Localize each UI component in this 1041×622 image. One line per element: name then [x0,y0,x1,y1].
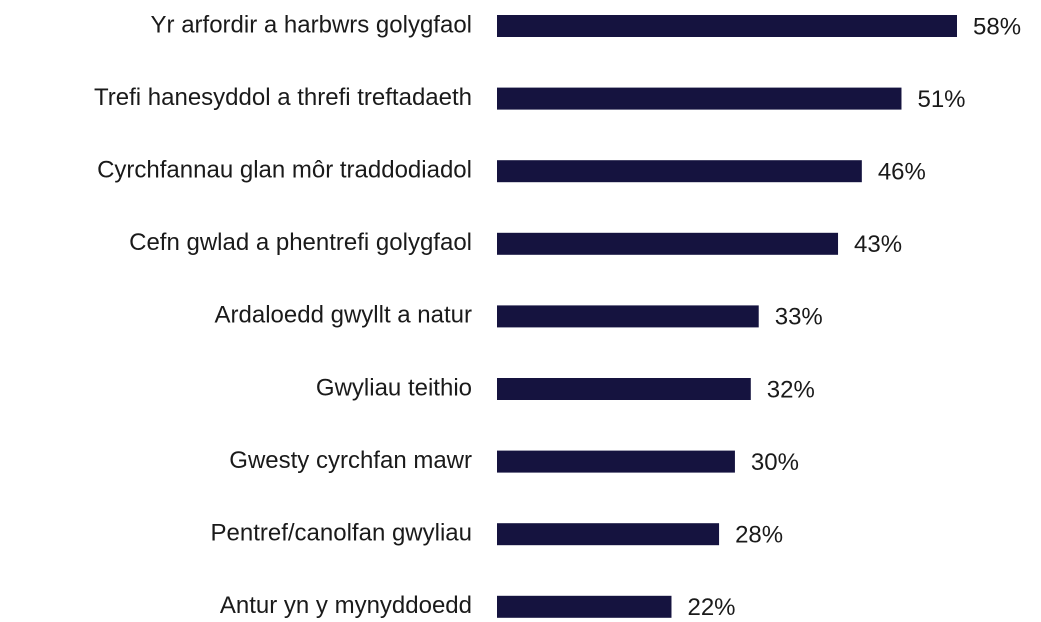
bar [497,160,862,183]
bar [497,87,902,110]
bar [497,523,720,546]
bar [497,595,672,618]
bar [497,305,759,328]
bar [497,232,839,255]
value-label: 58% [973,13,1021,40]
value-label: 33% [775,304,823,331]
value-label: 43% [854,231,902,258]
value-label: 30% [751,449,799,476]
category-label: Gwyliau teithio [316,374,472,401]
bar [497,450,735,473]
category-label: Gwesty cyrchfan mawr [229,447,472,474]
category-label: Ardaloedd gwyllt a natur [215,302,472,329]
category-label: Yr arfordir a harbwrs golygfaol [151,11,472,38]
category-label: Trefi hanesyddol a threfi treftadaeth [94,84,472,111]
category-label: Antur yn y mynyddoedd [220,592,472,619]
bar [497,378,751,400]
value-label: 51% [917,86,965,113]
category-label: Pentref/canolfan gwyliau [211,520,473,547]
value-label: 28% [735,522,783,549]
value-label: 32% [767,376,815,403]
bar [497,15,957,37]
category-label: Cefn gwlad a phentrefi golygfaol [129,229,472,256]
value-label: 22% [687,594,735,621]
category-label: Cyrchfannau glan môr traddodiadol [97,157,472,184]
value-label: 46% [878,159,926,186]
